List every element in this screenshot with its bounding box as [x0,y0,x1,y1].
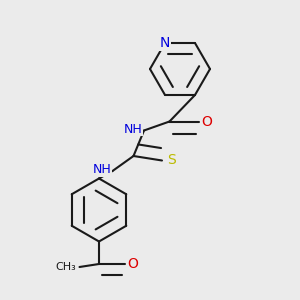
Text: NH: NH [92,163,111,176]
Text: NH: NH [124,122,142,136]
Text: N: N [160,36,170,50]
Text: O: O [128,257,138,271]
Text: CH₃: CH₃ [55,262,76,272]
Text: S: S [167,154,176,167]
Text: O: O [202,115,212,128]
